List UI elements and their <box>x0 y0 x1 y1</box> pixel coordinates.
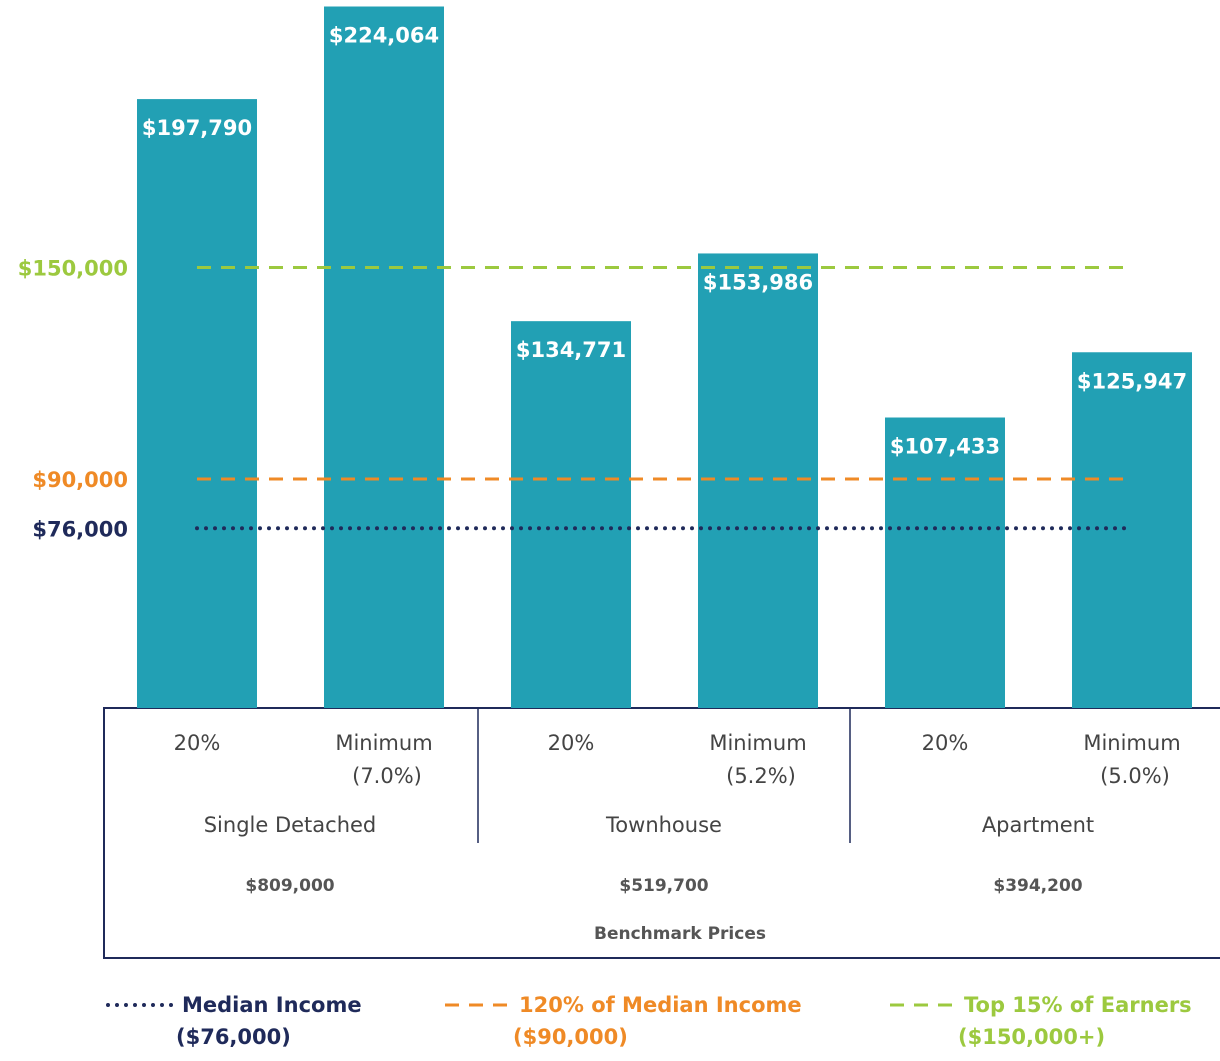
value-label: $134,771 <box>516 338 626 362</box>
group-price: $809,000 <box>245 876 334 896</box>
legend-label: 120% of Median Income <box>519 993 802 1017</box>
bar <box>885 417 1005 708</box>
value-label: $224,064 <box>329 23 439 47</box>
value-label: $125,947 <box>1077 369 1187 393</box>
legend-note: ($90,000) <box>513 1025 628 1049</box>
value-label: $107,433 <box>890 435 1000 459</box>
value-label: $153,986 <box>703 270 813 294</box>
group-price: $519,700 <box>619 876 708 896</box>
legend-label: Top 15% of Earners <box>964 993 1192 1017</box>
x-tick-label: (5.2%) <box>726 764 796 788</box>
bar <box>511 321 631 708</box>
group-name: Apartment <box>982 813 1094 837</box>
group-name: Single Detached <box>204 813 377 837</box>
group-axis-label: Benchmark Prices <box>594 924 766 944</box>
x-tick-label: Minimum <box>335 731 432 755</box>
x-tick-label: (5.0%) <box>1100 764 1170 788</box>
bar <box>137 99 257 709</box>
legend-note: ($76,000) <box>176 1025 291 1049</box>
x-tick-label: Minimum <box>1083 731 1180 755</box>
x-tick-label: 20% <box>922 731 969 755</box>
legend-note: ($150,000+) <box>958 1025 1105 1049</box>
x-tick-label: 20% <box>174 731 221 755</box>
reference-label: $150,000 <box>18 257 128 281</box>
x-tick-label: Minimum <box>709 731 806 755</box>
group-name: Townhouse <box>605 813 722 837</box>
legend-label: Median Income <box>182 993 362 1017</box>
x-tick-label: (7.0%) <box>352 764 422 788</box>
x-tick-label: 20% <box>548 731 595 755</box>
reference-label: $90,000 <box>32 468 128 492</box>
bar <box>698 253 818 708</box>
group-price: $394,200 <box>993 876 1082 896</box>
reference-label: $76,000 <box>32 517 128 541</box>
value-label: $197,790 <box>142 116 252 140</box>
bar <box>1072 352 1192 708</box>
bar <box>324 6 444 708</box>
